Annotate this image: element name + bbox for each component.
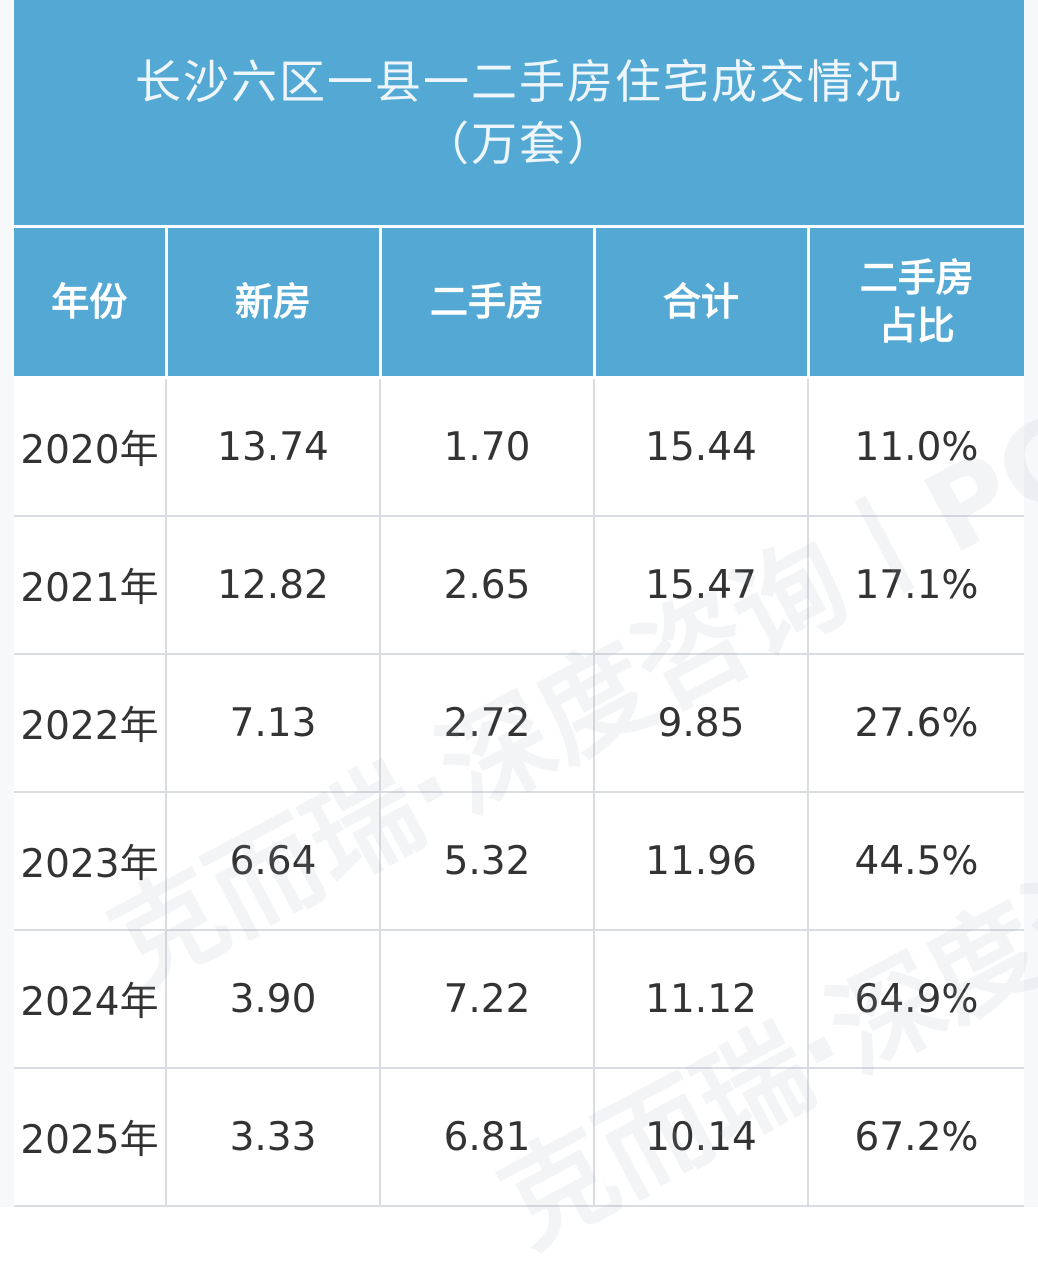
header-label: 年份 [51, 280, 128, 324]
ratio-cell: 64.9% [807, 929, 1024, 1069]
new-home-cell: 7.13 [165, 653, 381, 793]
table-row: 2020年 13.74 1.70 15.44 11.0% [14, 376, 1024, 517]
second-hand-cell: 5.32 [379, 791, 595, 931]
data-table: 年份 新房 二手房 合计 二手房 占比 2020年 13.74 1.70 15.44 11.0% 2… [14, 228, 1024, 1207]
header-label: 二手房 [859, 256, 974, 300]
table-title: 长沙六区一县一二手房住宅成交情况 [135, 54, 903, 109]
table-header: 年份 新房 二手房 合计 二手房 占比 [14, 228, 1024, 379]
header-label: 占比 [878, 304, 955, 348]
second-hand-cell: 2.72 [379, 653, 595, 793]
header-label: 新房 [234, 280, 311, 324]
table-row: 2022年 7.13 2.72 9.85 27.6% [14, 653, 1024, 793]
header-new-home: 新房 [164, 228, 382, 379]
total-cell: 15.47 [593, 515, 809, 655]
header-label: 合计 [662, 280, 739, 324]
second-hand-cell: 7.22 [379, 929, 595, 1069]
year-cell: 2023年 [14, 791, 167, 931]
total-cell: 15.44 [593, 376, 809, 517]
table-title-block: 长沙六区一县一二手房住宅成交情况 （万套） [14, 0, 1024, 228]
new-home-cell: 6.64 [165, 791, 381, 931]
table-row: 2023年 6.64 5.32 11.96 44.5% [14, 791, 1024, 931]
ratio-cell: 44.5% [807, 791, 1024, 931]
year-cell: 2024年 [14, 929, 167, 1069]
new-home-cell: 12.82 [165, 515, 381, 655]
table-body: 2020年 13.74 1.70 15.44 11.0% 2021年 12.82 2.65 15… [14, 376, 1024, 1207]
ratio-cell: 11.0% [807, 376, 1024, 517]
total-cell: 9.85 [593, 653, 809, 793]
year-cell: 2021年 [14, 515, 167, 655]
second-hand-cell: 6.81 [379, 1067, 595, 1207]
new-home-cell: 3.33 [165, 1067, 381, 1207]
second-hand-cell: 1.70 [379, 376, 595, 517]
total-cell: 10.14 [593, 1067, 809, 1207]
second-hand-cell: 2.65 [379, 515, 595, 655]
ratio-cell: 17.1% [807, 515, 1024, 655]
table-row: 2025年 3.33 6.81 10.14 67.2% [14, 1067, 1024, 1207]
new-home-cell: 13.74 [165, 376, 381, 517]
header-label: 二手房 [429, 280, 544, 324]
total-cell: 11.12 [593, 929, 809, 1069]
year-cell: 2020年 [14, 376, 167, 517]
header-second-hand: 二手房 [378, 228, 596, 379]
header-year: 年份 [14, 228, 168, 379]
header-second-hand-ratio: 二手房 占比 [806, 228, 1024, 379]
year-cell: 2022年 [14, 653, 167, 793]
header-total: 合计 [592, 228, 810, 379]
table-row: 2024年 3.90 7.22 11.12 64.9% [14, 929, 1024, 1069]
year-cell: 2025年 [14, 1067, 167, 1207]
ratio-cell: 27.6% [807, 653, 1024, 793]
ratio-cell: 67.2% [807, 1067, 1024, 1207]
header-row: 年份 新房 二手房 合计 二手房 占比 [14, 228, 1024, 379]
total-cell: 11.96 [593, 791, 809, 931]
new-home-cell: 3.90 [165, 929, 381, 1069]
table-frame: 长沙六区一县一二手房住宅成交情况 （万套） 年份 新房 二手房 合计 二手房 占比 202… [14, 0, 1038, 1272]
table-subtitle: （万套） [423, 116, 615, 171]
table-row: 2021年 12.82 2.65 15.47 17.1% [14, 515, 1024, 655]
